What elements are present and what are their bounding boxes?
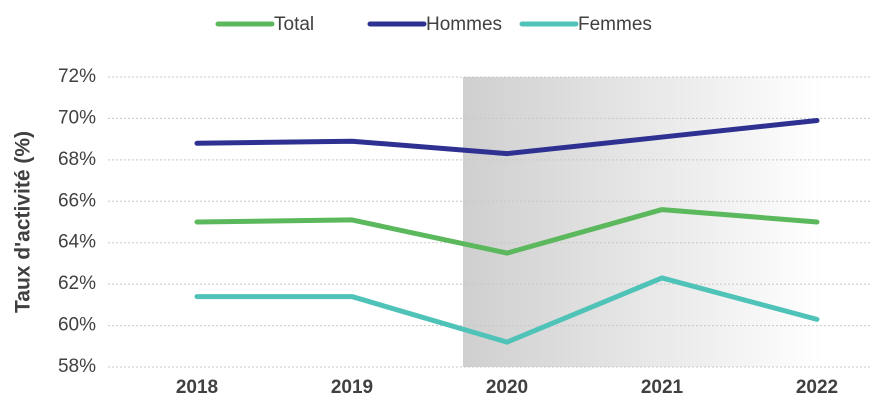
legend-label: Hommes bbox=[426, 14, 502, 35]
y-tick-label: 68% bbox=[58, 149, 96, 170]
series-line bbox=[194, 207, 820, 256]
x-tick-label: 2018 bbox=[176, 377, 218, 398]
x-tick-label: 2021 bbox=[641, 377, 684, 398]
shaded-period bbox=[463, 77, 823, 367]
legend-label: Total bbox=[274, 14, 314, 35]
legend-label: Femmes bbox=[578, 14, 652, 35]
y-tick-label: 58% bbox=[58, 356, 96, 377]
y-tick-label: 70% bbox=[58, 107, 96, 128]
y-tick-label: 60% bbox=[58, 315, 96, 336]
series-line bbox=[194, 275, 820, 345]
y-tick-label: 72% bbox=[58, 66, 96, 87]
x-tick-label: 2022 bbox=[796, 377, 838, 398]
y-tick-label: 64% bbox=[58, 232, 96, 253]
series-line bbox=[194, 118, 820, 157]
y-tick-label: 62% bbox=[58, 273, 96, 294]
y-tick-label: 66% bbox=[58, 190, 96, 211]
x-tick-label: 2019 bbox=[331, 377, 373, 398]
y-axis-label: Taux d'activité (%) bbox=[12, 131, 35, 313]
x-tick-label: 2020 bbox=[486, 377, 528, 398]
